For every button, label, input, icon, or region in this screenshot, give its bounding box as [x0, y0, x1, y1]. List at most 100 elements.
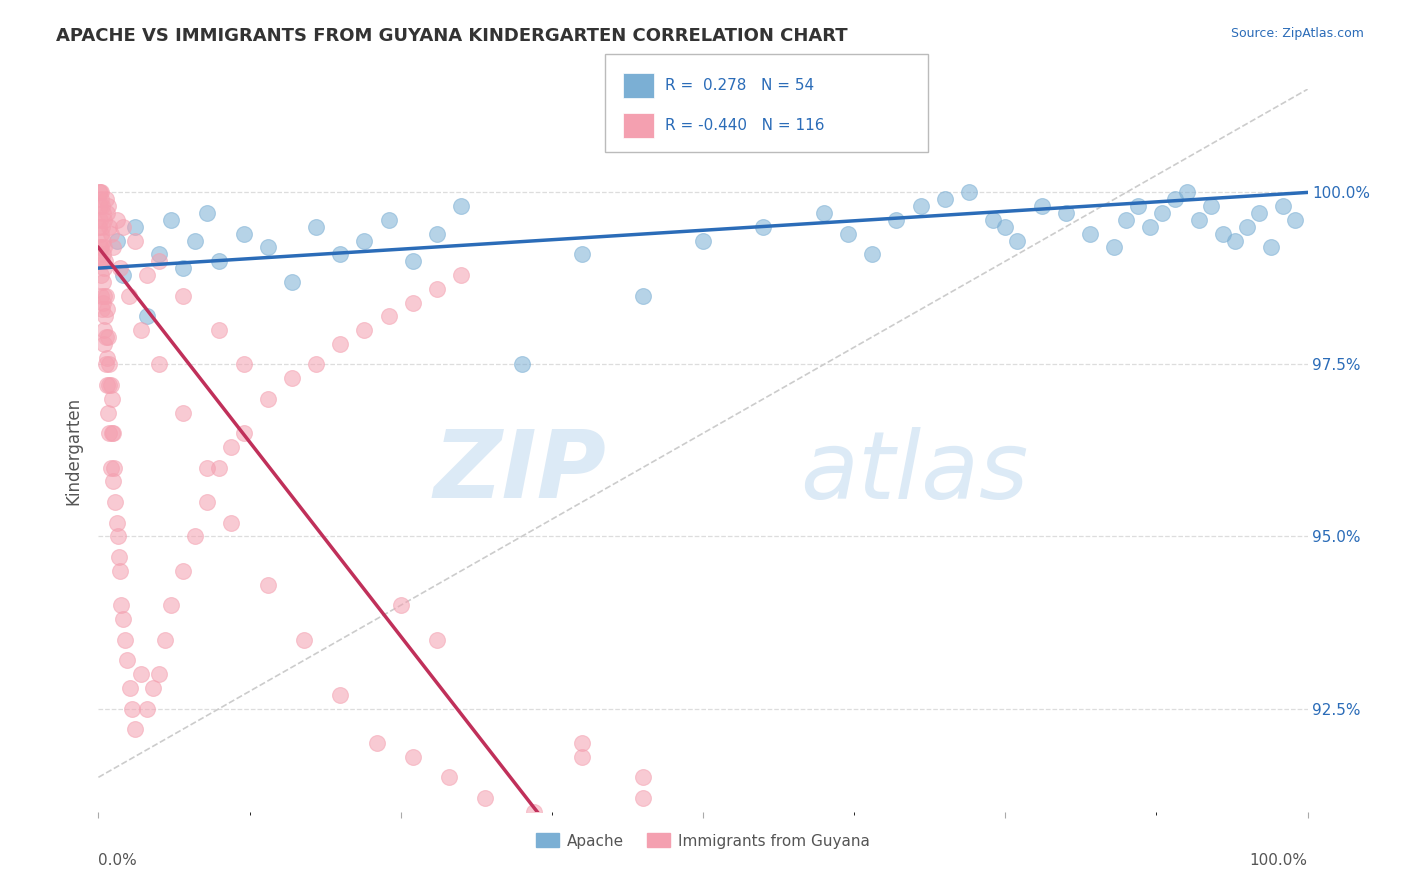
Point — [813, 206, 835, 220]
Point — [1199, 199, 1222, 213]
Point — [232, 227, 254, 241]
Point — [353, 323, 375, 337]
Point — [353, 234, 375, 248]
Point — [256, 240, 278, 254]
Point — [93, 336, 115, 351]
Point — [96, 378, 118, 392]
Legend: Apache, Immigrants from Guyana: Apache, Immigrants from Guyana — [530, 828, 876, 855]
Point — [377, 213, 399, 227]
Point — [89, 254, 111, 268]
Point — [426, 227, 449, 241]
Point — [208, 254, 231, 268]
Text: R =  0.278   N = 54: R = 0.278 N = 54 — [665, 78, 814, 93]
Point — [124, 219, 146, 234]
Point — [305, 219, 328, 234]
Point — [184, 234, 207, 248]
Point — [100, 460, 122, 475]
Point — [281, 275, 304, 289]
Point — [91, 206, 114, 220]
Point — [108, 261, 131, 276]
Point — [91, 275, 114, 289]
Point — [1078, 227, 1101, 241]
Point — [129, 323, 152, 337]
Point — [172, 261, 194, 276]
Point — [208, 460, 231, 475]
Point — [110, 599, 132, 613]
Point — [93, 288, 115, 302]
Point — [426, 282, 449, 296]
Point — [97, 406, 120, 420]
Point — [108, 550, 131, 565]
Point — [172, 406, 194, 420]
Point — [523, 805, 546, 819]
Point — [1284, 213, 1306, 227]
Point — [121, 701, 143, 715]
Point — [135, 701, 157, 715]
Point — [450, 199, 472, 213]
Point — [96, 206, 118, 220]
Point — [329, 336, 352, 351]
Point — [91, 234, 114, 248]
Point — [292, 632, 315, 647]
Point — [107, 529, 129, 543]
Point — [98, 219, 121, 234]
Point — [90, 240, 112, 254]
Text: APACHE VS IMMIGRANTS FROM GUYANA KINDERGARTEN CORRELATION CHART: APACHE VS IMMIGRANTS FROM GUYANA KINDERG… — [56, 27, 848, 45]
Point — [97, 330, 120, 344]
Point — [329, 688, 352, 702]
Point — [93, 261, 115, 276]
Point — [91, 199, 114, 213]
Point — [93, 213, 115, 227]
Point — [571, 749, 593, 764]
Point — [129, 667, 152, 681]
Point — [195, 460, 218, 475]
Point — [148, 247, 170, 261]
Point — [118, 681, 141, 695]
Point — [108, 564, 131, 578]
Point — [172, 564, 194, 578]
Point — [366, 736, 388, 750]
Point — [148, 358, 170, 372]
Point — [100, 426, 122, 441]
Point — [93, 323, 115, 337]
Point — [91, 295, 114, 310]
Text: ZIP: ZIP — [433, 426, 606, 518]
Point — [1163, 192, 1185, 206]
Point — [208, 323, 231, 337]
Point — [221, 440, 243, 454]
Point — [94, 358, 117, 372]
Point — [101, 240, 124, 254]
Point — [1249, 206, 1271, 220]
Point — [100, 227, 122, 241]
Point — [160, 213, 183, 227]
Point — [195, 495, 218, 509]
Point — [1128, 199, 1150, 213]
Point — [402, 295, 425, 310]
Point — [837, 227, 859, 241]
Point — [232, 358, 254, 372]
Point — [89, 199, 111, 213]
Point — [631, 770, 654, 784]
Point — [118, 288, 141, 302]
Point — [89, 240, 111, 254]
Point — [402, 254, 425, 268]
Point — [450, 268, 472, 282]
Point — [91, 247, 114, 261]
Point — [860, 247, 883, 261]
Point — [1188, 213, 1211, 227]
Point — [474, 791, 496, 805]
Point — [1272, 199, 1295, 213]
Point — [1212, 227, 1234, 241]
Point — [91, 254, 114, 268]
Point — [103, 460, 125, 475]
Point — [105, 234, 128, 248]
Point — [93, 240, 115, 254]
Point — [377, 310, 399, 324]
Point — [148, 254, 170, 268]
Point — [135, 310, 157, 324]
Point — [97, 199, 120, 213]
Point — [1007, 234, 1029, 248]
Point — [90, 227, 112, 241]
Point — [105, 516, 128, 530]
Point — [910, 199, 932, 213]
